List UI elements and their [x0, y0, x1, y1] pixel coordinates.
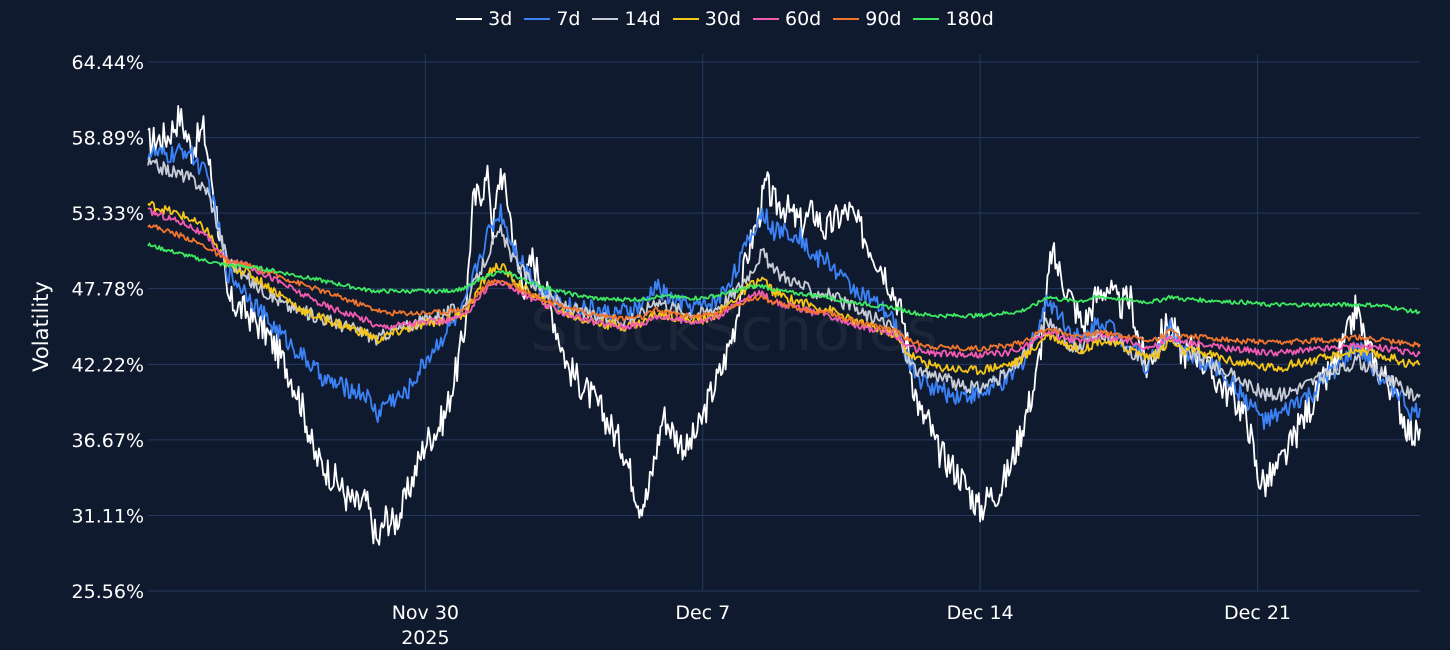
legend-label-7d: 7d [556, 8, 581, 30]
chart-legend: 3d 7d 14d 30d 60d 90d 180d [0, 8, 1450, 30]
grid-layer [148, 54, 1420, 592]
legend-swatch-7d [524, 18, 551, 20]
legend-label-3d: 3d [488, 8, 513, 30]
axis-layer: 25.56% 31.11% 36.67% 42.22% 47.78% 53.33% 58.8… [29, 52, 1291, 649]
y-tick-label: 53.33% [72, 203, 144, 225]
legend-item-60d[interactable]: 60d [752, 8, 822, 30]
y-tick-label: 58.89% [72, 128, 144, 150]
x-tick-label: Dec 7 [675, 602, 730, 624]
y-tick-label: 64.44% [72, 52, 144, 74]
legend-item-90d[interactable]: 90d [833, 8, 901, 30]
legend-swatch-30d [672, 18, 699, 20]
y-tick-label: 36.67% [72, 430, 144, 452]
legend-swatch-60d [752, 18, 779, 20]
legend-swatch-180d [913, 18, 940, 20]
x-tick-sublabel: 2025 [401, 627, 449, 649]
legend-label-90d: 90d [865, 8, 902, 30]
series-line-180d [147, 242, 1421, 319]
x-tick-label: Dec 14 [947, 602, 1014, 624]
legend-item-180d[interactable]: 180d [913, 8, 994, 30]
x-tick-label: Nov 30 [392, 602, 459, 624]
legend-label-60d: 60d [784, 8, 822, 30]
legend-item-7d[interactable]: 7d [524, 8, 580, 30]
y-tick-label: 47.78% [72, 279, 144, 301]
legend-swatch-14d [592, 18, 619, 20]
series-line-30d [147, 200, 1421, 376]
series-line-7d [147, 142, 1421, 430]
y-tick-label: 25.56% [72, 581, 144, 603]
y-axis-label: Volatility [29, 281, 53, 372]
legend-item-3d[interactable]: 3d [456, 8, 512, 30]
y-tick-label: 42.22% [72, 354, 144, 376]
legend-swatch-90d [833, 18, 860, 20]
series-layer [147, 105, 1421, 546]
legend-label-180d: 180d [945, 8, 994, 30]
legend-label-14d: 14d [624, 8, 661, 30]
legend-swatch-3d [456, 18, 483, 20]
legend-label-30d: 30d [704, 8, 741, 30]
series-line-90d [147, 224, 1421, 352]
y-tick-label: 31.11% [72, 505, 144, 527]
x-tick-label: Dec 21 [1224, 602, 1291, 624]
legend-item-14d[interactable]: 14d [592, 8, 661, 30]
legend-item-30d[interactable]: 30d [672, 8, 741, 30]
